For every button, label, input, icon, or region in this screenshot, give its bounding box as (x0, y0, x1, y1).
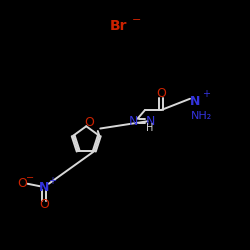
Text: H: H (146, 123, 154, 133)
Text: −: − (26, 172, 34, 182)
Text: O: O (156, 87, 166, 100)
Text: NH₂: NH₂ (191, 111, 212, 121)
Text: N: N (145, 115, 155, 128)
Text: N: N (129, 115, 138, 128)
Text: Br: Br (110, 19, 128, 33)
Text: N: N (38, 181, 49, 194)
Text: O: O (84, 116, 94, 129)
Text: +: + (202, 89, 210, 99)
Text: N: N (190, 95, 200, 108)
Text: O: O (18, 177, 28, 190)
Text: −: − (132, 15, 141, 25)
Text: +: + (48, 176, 56, 186)
Text: O: O (39, 198, 49, 211)
